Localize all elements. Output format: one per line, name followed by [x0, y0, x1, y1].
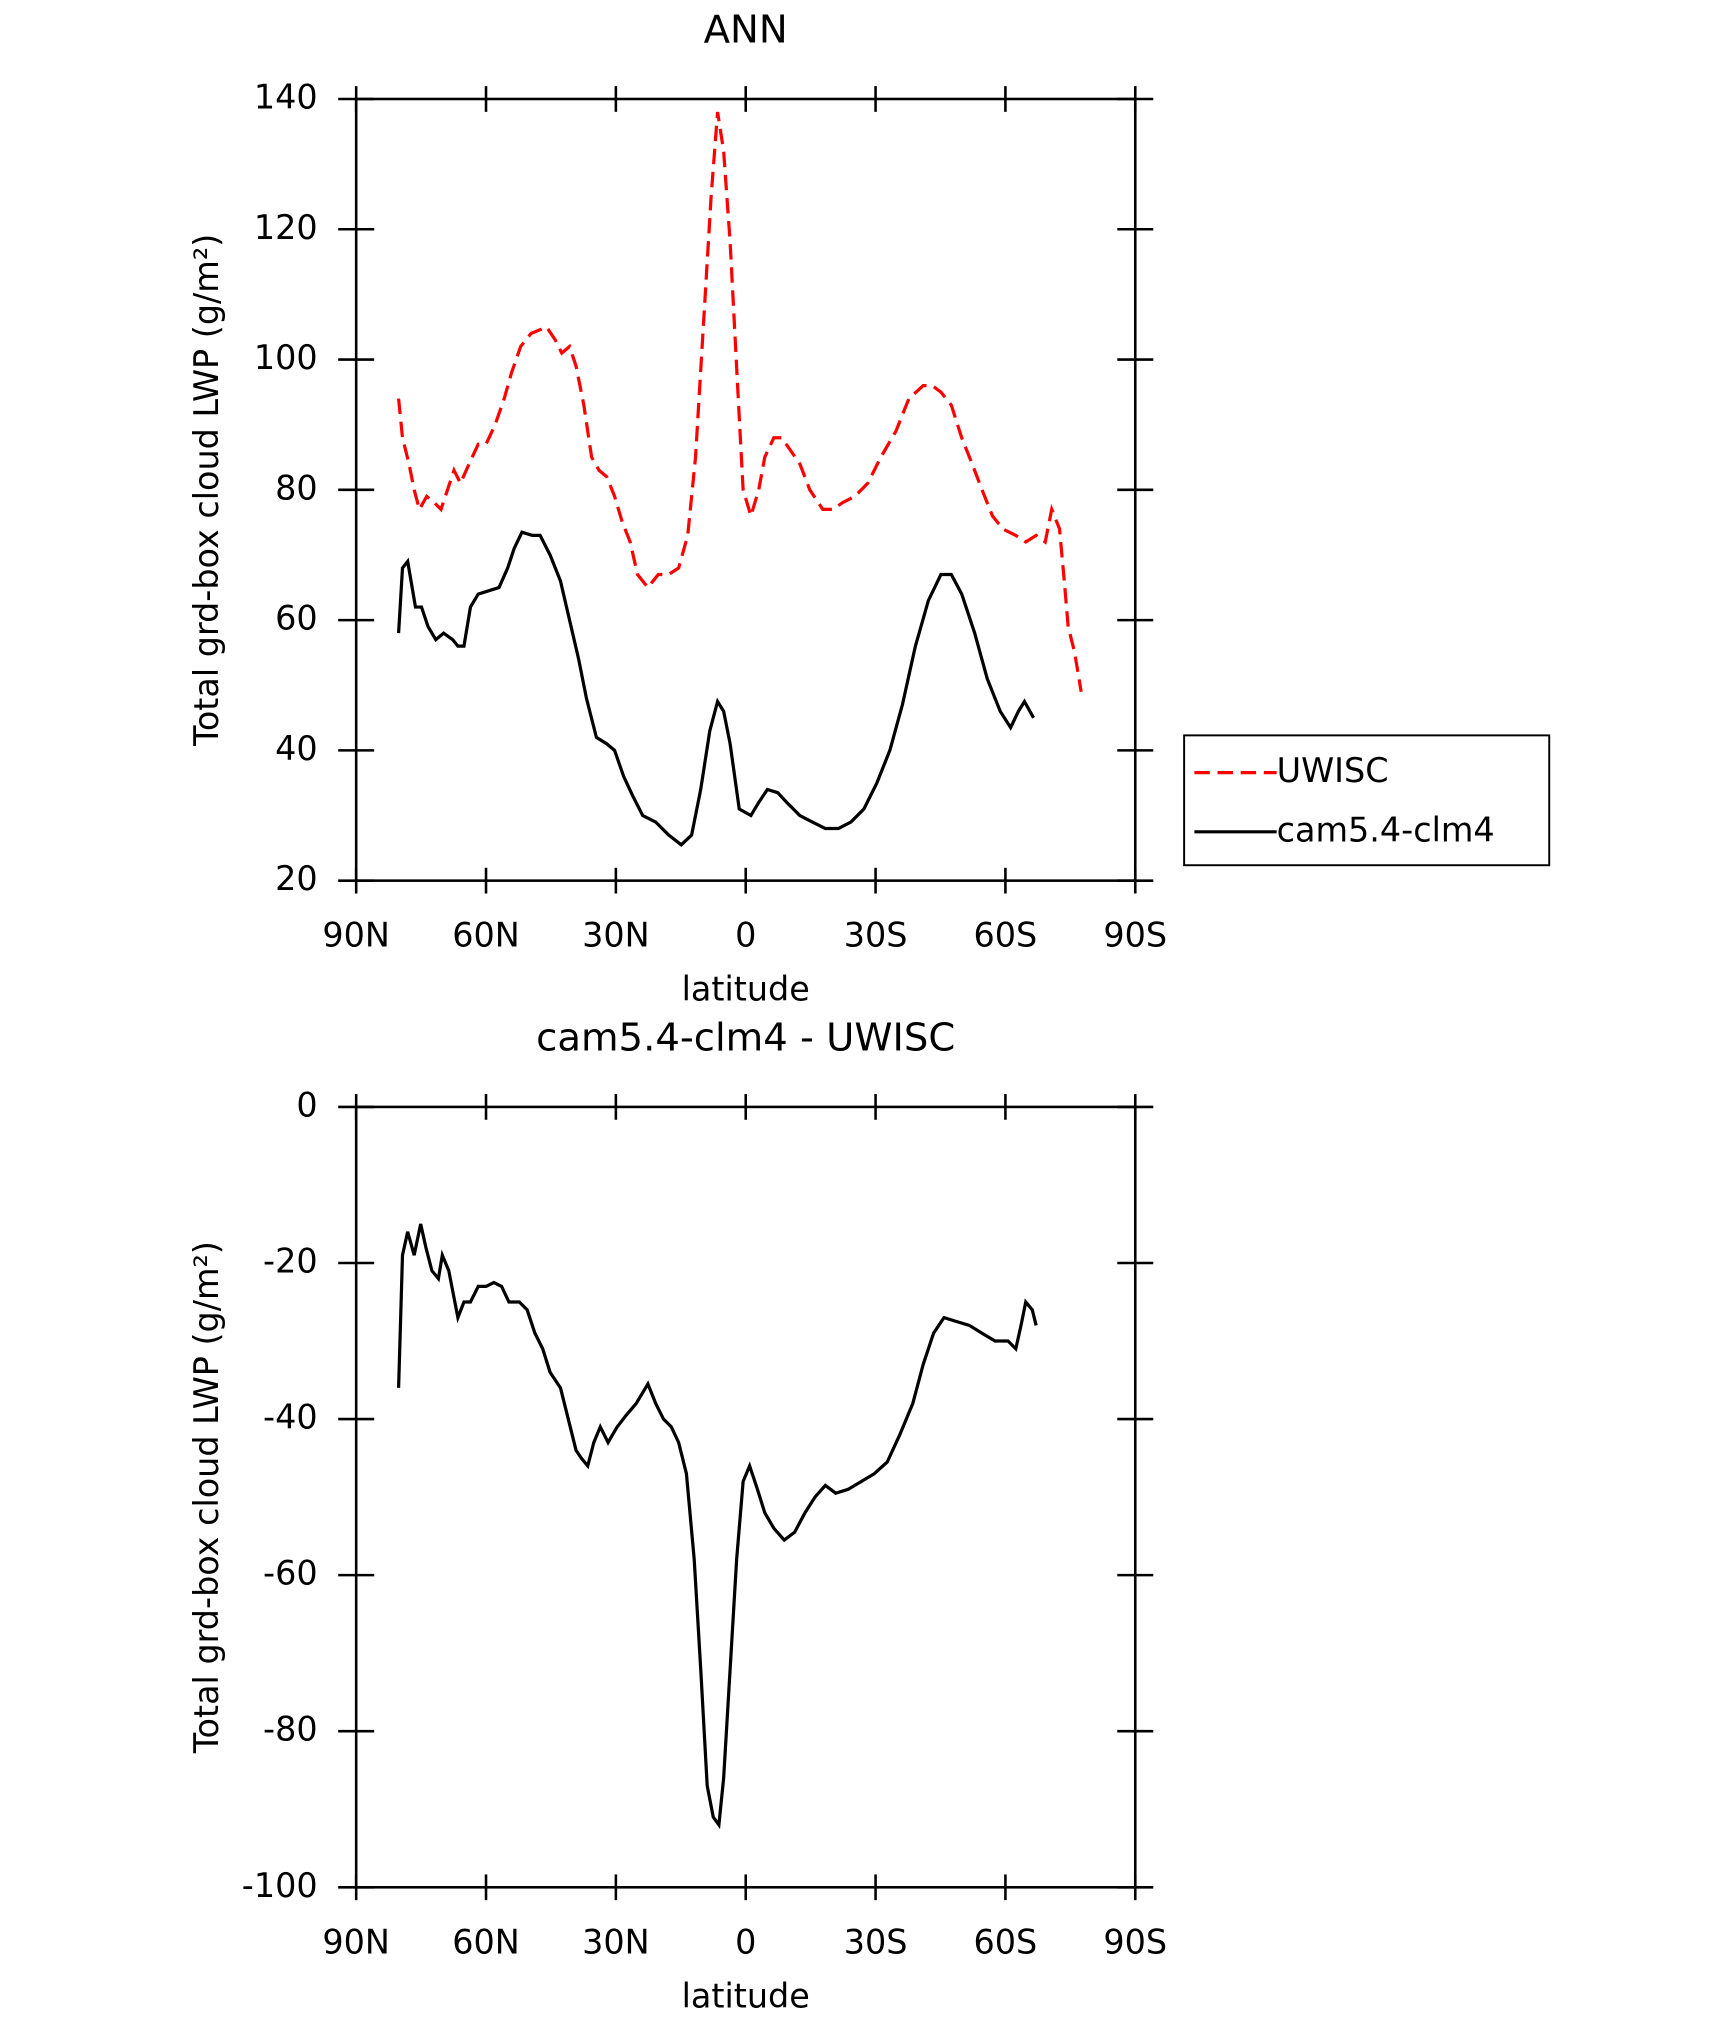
- y-tick-label: 0: [296, 1085, 317, 1124]
- y-tick-label: 20: [275, 859, 318, 898]
- y-tick-label: 100: [254, 338, 318, 377]
- plot-frame: [354, 97, 1137, 882]
- y-tick-label: 120: [254, 208, 318, 247]
- x-tick-label: 90N: [322, 1922, 390, 1961]
- data-line: [396, 530, 1035, 847]
- y-tick-label: 40: [275, 729, 318, 768]
- x-tick-label: 60S: [974, 1922, 1038, 1961]
- y-tick-label: -80: [263, 1710, 318, 1749]
- x-tick-label: 0: [735, 1922, 756, 1961]
- x-tick-label: 90S: [1103, 1922, 1167, 1961]
- x-axis-label: latitude: [682, 970, 810, 1009]
- x-tick-label: 90N: [322, 916, 390, 955]
- y-tick-label: 80: [275, 468, 318, 507]
- legend-label: UWISC: [1277, 751, 1389, 790]
- x-tick-label: 30N: [582, 916, 650, 955]
- data-line: [396, 111, 1083, 693]
- chart-title: ANN: [704, 8, 788, 53]
- x-tick-label: 60N: [452, 916, 520, 955]
- chart-title: cam5.4-clm4 - UWISC: [536, 1016, 955, 1061]
- legend-label: cam5.4-clm4: [1277, 810, 1495, 849]
- y-tick-label: 60: [275, 599, 318, 638]
- y-axis-label: Total grd-box cloud LWP (g/m²): [187, 1241, 226, 1754]
- y-axis-label: Total grd-box cloud LWP (g/m²): [187, 234, 226, 747]
- x-tick-label: 60N: [452, 1922, 520, 1961]
- data-line: [396, 1223, 1038, 1830]
- x-tick-label: 30S: [844, 1922, 908, 1961]
- y-tick-label: -60: [263, 1554, 318, 1593]
- legend-box: [1183, 734, 1551, 867]
- plot-frame: [354, 1105, 1137, 1889]
- x-tick-label: 30N: [582, 1922, 650, 1961]
- y-tick-label: -100: [242, 1866, 318, 1905]
- x-tick-label: 0: [735, 916, 756, 955]
- x-axis-label: latitude: [682, 1976, 810, 2015]
- x-tick-label: 60S: [974, 916, 1038, 955]
- y-tick-label: 140: [254, 77, 318, 116]
- y-tick-label: -20: [263, 1241, 318, 1280]
- x-tick-label: 30S: [844, 916, 908, 955]
- y-tick-label: -40: [263, 1398, 318, 1437]
- x-tick-label: 90S: [1103, 916, 1167, 955]
